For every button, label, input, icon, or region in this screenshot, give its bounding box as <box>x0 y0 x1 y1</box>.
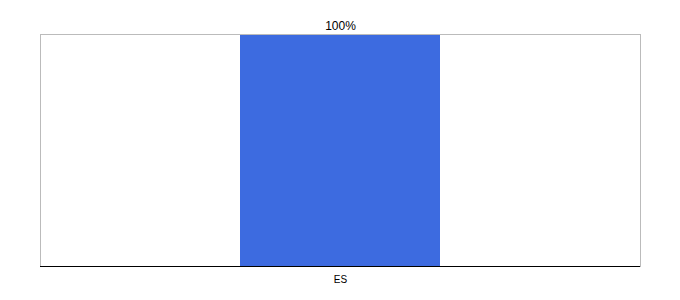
svg-text:100%: 100% <box>325 19 356 33</box>
svg-text:ES: ES <box>334 274 348 285</box>
